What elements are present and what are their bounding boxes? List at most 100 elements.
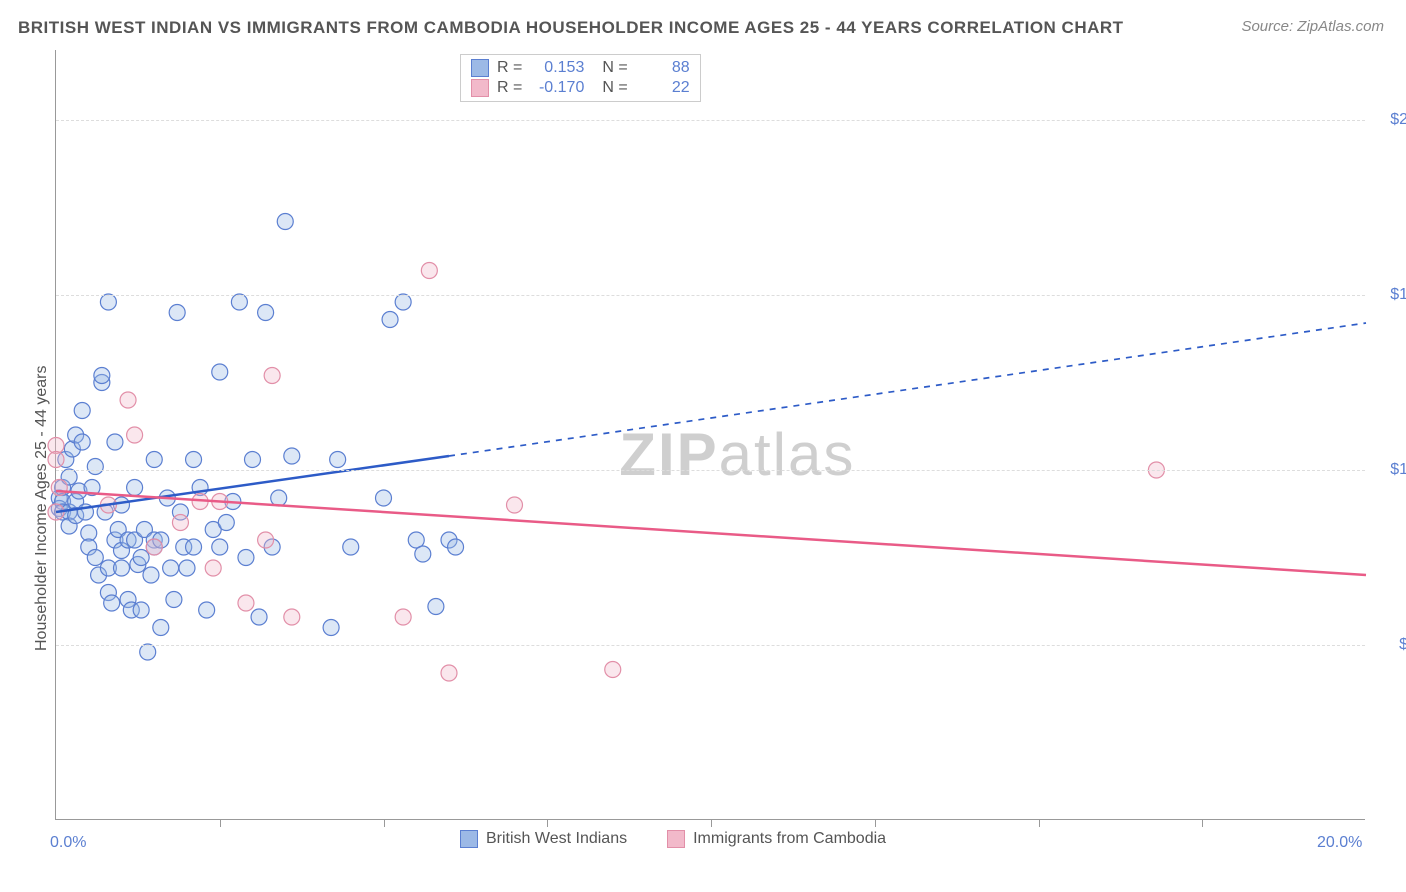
x-tick xyxy=(220,819,221,827)
stats-r-label: R = xyxy=(497,59,522,77)
x-tick xyxy=(384,819,385,827)
scatter-point xyxy=(120,392,136,408)
stats-r-value: 0.153 xyxy=(530,59,584,77)
scatter-point xyxy=(271,490,287,506)
scatter-point xyxy=(448,539,464,555)
scatter-point xyxy=(277,214,293,230)
scatter-point xyxy=(264,368,280,384)
stats-r-label: R = xyxy=(497,79,522,97)
scatter-point xyxy=(421,263,437,279)
scatter-point xyxy=(428,599,444,615)
scatter-point xyxy=(395,609,411,625)
scatter-point xyxy=(87,550,103,566)
scatter-point xyxy=(251,609,267,625)
y-tick-label: $150,000 xyxy=(1390,286,1406,304)
y-tick-label: $50,000 xyxy=(1399,636,1406,654)
legend-label: British West Indians xyxy=(486,830,627,848)
chart-title: BRITISH WEST INDIAN VS IMMIGRANTS FROM C… xyxy=(18,18,1124,38)
x-tick xyxy=(875,819,876,827)
x-axis-max-label: 20.0% xyxy=(1317,834,1362,852)
y-tick-label: $200,000 xyxy=(1390,111,1406,129)
scatter-point xyxy=(146,452,162,468)
scatter-point xyxy=(127,480,143,496)
stats-n-label: N = xyxy=(602,59,627,77)
scatter-point xyxy=(172,515,188,531)
scatter-point xyxy=(415,546,431,562)
legend-item: Immigrants from Cambodia xyxy=(667,830,886,848)
scatter-point xyxy=(114,560,130,576)
legend-item: British West Indians xyxy=(460,830,627,848)
scatter-point xyxy=(205,560,221,576)
scatter-point xyxy=(51,480,67,496)
scatter-point xyxy=(395,294,411,310)
stats-n-value: 22 xyxy=(636,79,690,97)
scatter-point xyxy=(186,539,202,555)
y-axis-title: Householder Income Ages 25 - 44 years xyxy=(33,365,51,651)
scatter-point xyxy=(133,550,149,566)
scatter-point xyxy=(343,539,359,555)
scatter-point xyxy=(382,312,398,328)
scatter-point xyxy=(166,592,182,608)
bottom-legend: British West Indians Immigrants from Camb… xyxy=(460,830,886,848)
gridline xyxy=(56,645,1365,646)
scatter-point xyxy=(245,452,261,468)
scatter-point xyxy=(212,364,228,380)
x-tick xyxy=(711,819,712,827)
scatter-point xyxy=(284,609,300,625)
scatter-point xyxy=(104,595,120,611)
legend-swatch xyxy=(667,830,685,848)
scatter-point xyxy=(186,452,202,468)
legend-swatch xyxy=(460,830,478,848)
scatter-point xyxy=(87,459,103,475)
scatter-svg xyxy=(56,50,1366,820)
scatter-point xyxy=(107,434,123,450)
x-tick xyxy=(1202,819,1203,827)
scatter-point xyxy=(231,294,247,310)
scatter-point xyxy=(74,434,90,450)
scatter-point xyxy=(238,550,254,566)
source-label: Source: ZipAtlas.com xyxy=(1241,18,1384,35)
legend-label: Immigrants from Cambodia xyxy=(693,830,886,848)
plot-area: ZIPatlas $50,000$100,000$150,000$200,000 xyxy=(55,50,1365,820)
x-axis-min-label: 0.0% xyxy=(50,834,86,852)
scatter-point xyxy=(127,427,143,443)
scatter-point xyxy=(212,539,228,555)
scatter-point xyxy=(323,620,339,636)
stats-n-label: N = xyxy=(602,79,627,97)
stats-row: R = 0.153 N = 88 xyxy=(471,59,690,77)
scatter-point xyxy=(146,539,162,555)
gridline xyxy=(56,295,1365,296)
scatter-point xyxy=(163,560,179,576)
scatter-point xyxy=(258,532,274,548)
gridline xyxy=(56,470,1365,471)
stats-row: R = -0.170 N = 22 xyxy=(471,79,690,97)
scatter-point xyxy=(441,665,457,681)
scatter-point xyxy=(169,305,185,321)
scatter-point xyxy=(258,305,274,321)
y-tick-label: $100,000 xyxy=(1390,461,1406,479)
x-tick xyxy=(1039,819,1040,827)
legend-swatch xyxy=(471,59,489,77)
scatter-point xyxy=(199,602,215,618)
scatter-point xyxy=(94,368,110,384)
trend-line-extrapolated xyxy=(449,323,1366,456)
scatter-point xyxy=(140,644,156,660)
scatter-point xyxy=(238,595,254,611)
scatter-point xyxy=(218,515,234,531)
scatter-point xyxy=(330,452,346,468)
scatter-point xyxy=(507,497,523,513)
scatter-point xyxy=(74,403,90,419)
scatter-point xyxy=(133,602,149,618)
scatter-point xyxy=(179,560,195,576)
scatter-point xyxy=(100,294,116,310)
stats-r-value: -0.170 xyxy=(530,79,584,97)
scatter-point xyxy=(376,490,392,506)
scatter-point xyxy=(605,662,621,678)
gridline xyxy=(56,120,1365,121)
stats-n-value: 88 xyxy=(636,59,690,77)
x-tick xyxy=(547,819,548,827)
stats-legend: R = 0.153 N = 88 R = -0.170 N = 22 xyxy=(460,54,701,102)
scatter-point xyxy=(284,448,300,464)
scatter-point xyxy=(153,620,169,636)
scatter-point xyxy=(143,567,159,583)
